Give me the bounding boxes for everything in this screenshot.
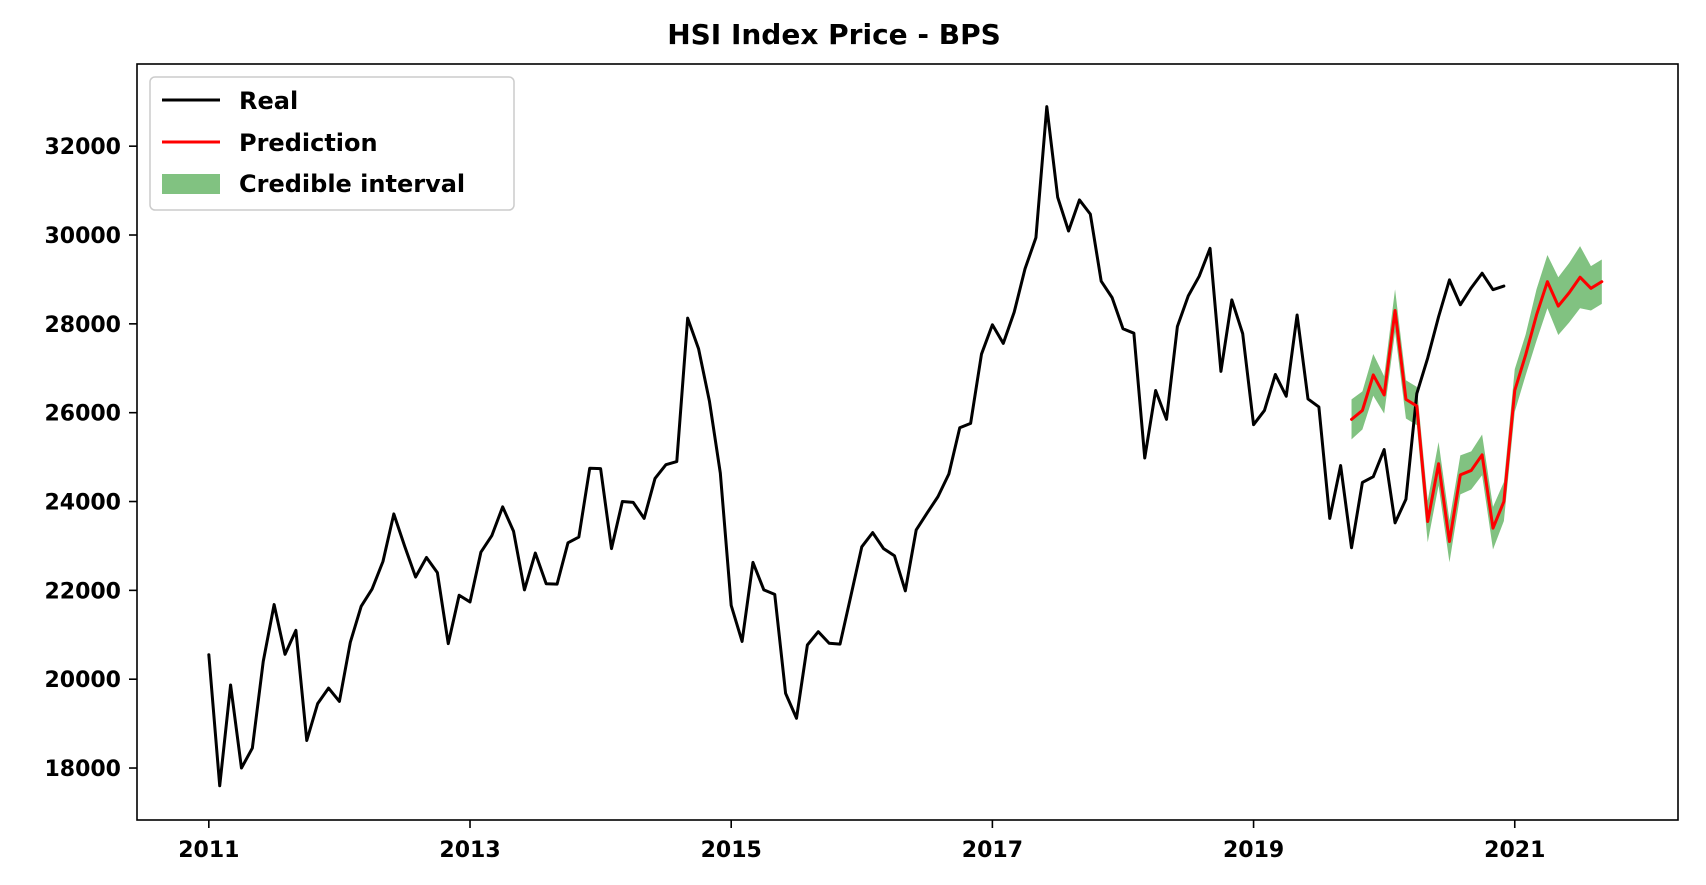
prediction-series-line — [1350, 275, 1604, 543]
plot-area-frame — [136, 63, 1679, 821]
credible-interval-band — [1351, 246, 1602, 563]
y-tick-label: 18000 — [44, 757, 121, 782]
x-tick-label: 2019 — [1223, 838, 1284, 863]
x-tick-label: 2011 — [178, 838, 239, 863]
legend-box — [149, 76, 515, 211]
series-line-layer — [207, 105, 1604, 788]
legend-label-prediction: Prediction — [239, 129, 378, 157]
legend-label-credible-interval: Credible interval — [239, 170, 465, 198]
x-tick-label: 2017 — [962, 838, 1023, 863]
y-tick-label: 20000 — [44, 668, 121, 693]
credible-interval-layer — [1351, 246, 1602, 563]
y-tick-label: 24000 — [44, 491, 121, 516]
y-tick-label: 32000 — [44, 135, 121, 160]
axes-layer: 2011 2013 2015 2017 2019 2021 18000 20000 22000 2… — [44, 135, 1545, 863]
x-tick-label: 2013 — [439, 838, 500, 863]
y-tick-label: 22000 — [44, 579, 121, 604]
legend-swatch-credible-interval — [162, 174, 220, 194]
y-tick-label: 28000 — [44, 313, 121, 338]
real-series-line — [207, 105, 1506, 788]
y-tick-label: 30000 — [44, 224, 121, 249]
legend: Real Prediction Credible interval — [149, 76, 515, 211]
x-tick-label: 2021 — [1484, 838, 1545, 863]
legend-label-real: Real — [239, 87, 298, 115]
y-tick-label: 26000 — [44, 402, 121, 427]
x-tick-label: 2015 — [701, 838, 762, 863]
chart-title: HSI Index Price - BPS — [667, 18, 1001, 51]
